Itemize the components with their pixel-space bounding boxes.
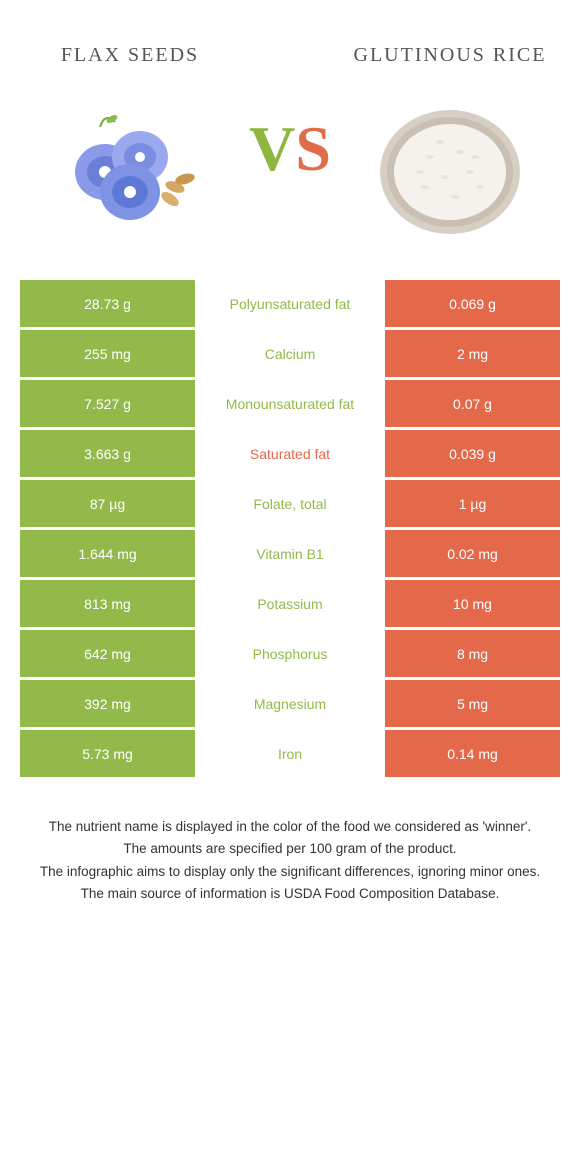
footnotes: The nutrient name is displayed in the co… [30, 817, 550, 904]
table-row: 3.663 gSaturated fat0.039 g [20, 430, 560, 477]
cell-right-value: 2 mg [385, 330, 560, 377]
cell-left-value: 813 mg [20, 580, 195, 627]
cell-right-value: 0.14 mg [385, 730, 560, 777]
food-left-image [50, 87, 210, 247]
cell-right-value: 0.07 g [385, 380, 560, 427]
table-row: 1.644 mgVitamin B10.02 mg [20, 530, 560, 577]
footnote-line: The nutrient name is displayed in the co… [30, 817, 550, 837]
cell-right-value: 5 mg [385, 680, 560, 727]
cell-left-value: 7.527 g [20, 380, 195, 427]
table-row: 87 µgFolate, total1 µg [20, 480, 560, 527]
cell-right-value: 0.069 g [385, 280, 560, 327]
header: flax seeds VS glutinous rice [0, 0, 580, 270]
table-row: 28.73 gPolyunsaturated fat0.069 g [20, 280, 560, 327]
cell-right-value: 8 mg [385, 630, 560, 677]
cell-nutrient-name: Saturated fat [195, 430, 385, 477]
cell-nutrient-name: Phosphorus [195, 630, 385, 677]
cell-left-value: 392 mg [20, 680, 195, 727]
cell-nutrient-name: Polyunsaturated fat [195, 280, 385, 327]
table-row: 642 mgPhosphorus8 mg [20, 630, 560, 677]
table-row: 255 mgCalcium2 mg [20, 330, 560, 377]
footnote-line: The infographic aims to display only the… [30, 862, 550, 882]
food-right-image [370, 87, 530, 247]
comparison-table: 28.73 gPolyunsaturated fat0.069 g255 mgC… [20, 280, 560, 777]
cell-nutrient-name: Iron [195, 730, 385, 777]
cell-left-value: 1.644 mg [20, 530, 195, 577]
cell-left-value: 255 mg [20, 330, 195, 377]
cell-nutrient-name: Monounsaturated fat [195, 380, 385, 427]
cell-left-value: 5.73 mg [20, 730, 195, 777]
cell-left-value: 87 µg [20, 480, 195, 527]
vs-s: S [295, 113, 331, 184]
cell-right-value: 0.039 g [385, 430, 560, 477]
table-row: 5.73 mgIron0.14 mg [20, 730, 560, 777]
food-right-block: glutinous rice [350, 43, 550, 247]
footnote-line: The amounts are specified per 100 gram o… [30, 839, 550, 859]
table-row: 7.527 gMonounsaturated fat0.07 g [20, 380, 560, 427]
cell-nutrient-name: Vitamin B1 [195, 530, 385, 577]
cell-right-value: 0.02 mg [385, 530, 560, 577]
table-row: 813 mgPotassium10 mg [20, 580, 560, 627]
cell-right-value: 10 mg [385, 580, 560, 627]
cell-nutrient-name: Potassium [195, 580, 385, 627]
cell-nutrient-name: Folate, total [195, 480, 385, 527]
footnote-line: The main source of information is USDA F… [30, 884, 550, 904]
cell-left-value: 642 mg [20, 630, 195, 677]
cell-right-value: 1 µg [385, 480, 560, 527]
cell-left-value: 3.663 g [20, 430, 195, 477]
cell-nutrient-name: Magnesium [195, 680, 385, 727]
food-left-block: flax seeds [30, 43, 230, 247]
table-row: 392 mgMagnesium5 mg [20, 680, 560, 727]
vs-v: V [249, 113, 295, 184]
food-left-title: flax seeds [61, 43, 199, 67]
food-right-title: glutinous rice [354, 43, 547, 67]
cell-left-value: 28.73 g [20, 280, 195, 327]
vs-label: VS [249, 112, 331, 186]
cell-nutrient-name: Calcium [195, 330, 385, 377]
